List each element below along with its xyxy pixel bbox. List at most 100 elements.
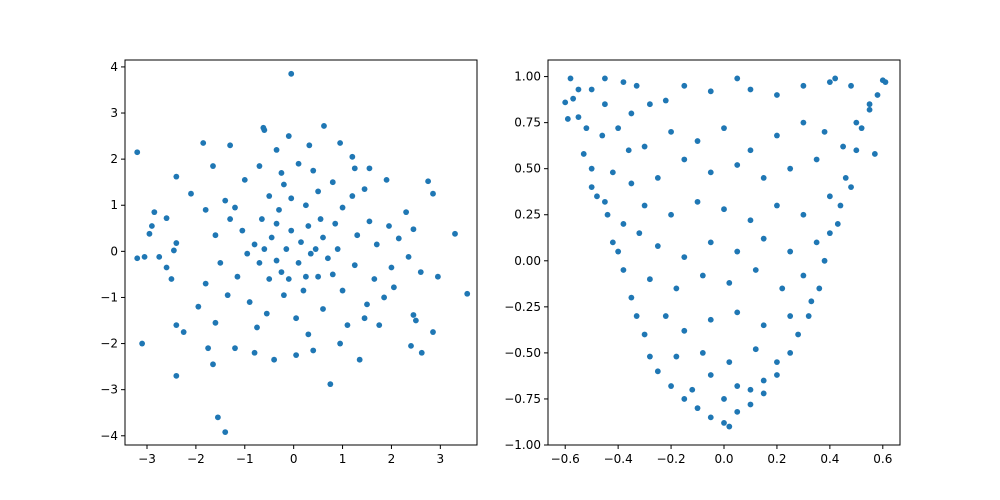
y-tick-label: 0.50 <box>514 162 541 176</box>
data-point <box>278 269 285 275</box>
data-point <box>816 285 823 292</box>
data-point <box>787 248 794 255</box>
data-point <box>734 162 741 168</box>
data-point <box>234 273 241 280</box>
data-point <box>779 285 786 292</box>
data-point <box>699 349 706 356</box>
data-point <box>366 218 373 225</box>
data-point <box>734 75 741 82</box>
y-tick-label: −1 <box>100 290 118 304</box>
data-point <box>747 147 754 154</box>
data-point <box>258 216 265 222</box>
data-point <box>134 255 141 262</box>
data-point <box>848 82 854 89</box>
data-point <box>295 259 302 266</box>
data-point <box>562 99 569 106</box>
data-point <box>615 248 622 255</box>
data-point <box>217 259 224 266</box>
data-point <box>721 125 727 132</box>
data-point <box>139 340 146 347</box>
data-point <box>774 132 780 139</box>
data-point <box>241 176 248 183</box>
data-point <box>752 267 759 273</box>
data-point <box>826 230 833 237</box>
data-point <box>760 390 767 397</box>
data-point <box>628 294 635 301</box>
data-point <box>200 140 207 146</box>
data-point <box>747 217 754 224</box>
y-tick-label: 3 <box>110 106 118 120</box>
data-point <box>668 383 674 389</box>
data-point <box>306 142 313 149</box>
data-point <box>273 220 280 227</box>
data-point <box>848 184 854 191</box>
x-tick-label: −2 <box>187 452 205 466</box>
data-point <box>251 241 258 248</box>
data-point <box>464 290 471 297</box>
data-point <box>366 165 373 172</box>
x-tick-label: −0.2 <box>656 452 685 466</box>
data-point <box>760 377 767 384</box>
data-point <box>694 138 701 144</box>
data-point <box>821 128 828 135</box>
data-point <box>620 221 627 227</box>
data-point <box>726 279 733 286</box>
y-tick-label: 1.00 <box>514 70 541 84</box>
data-point <box>212 232 219 239</box>
data-point <box>668 211 674 218</box>
data-point <box>853 147 860 154</box>
data-point <box>734 408 741 415</box>
data-point <box>351 262 358 269</box>
data-point <box>662 97 669 104</box>
data-point <box>694 405 701 412</box>
data-point <box>310 347 317 354</box>
data-point <box>361 315 368 322</box>
data-point <box>163 264 170 271</box>
data-point <box>707 169 714 176</box>
data-point <box>205 345 212 352</box>
data-point <box>170 247 177 254</box>
y-tick-label: −2 <box>100 337 118 351</box>
data-point <box>752 346 759 353</box>
data-point <box>726 359 733 366</box>
data-point <box>570 95 577 102</box>
data-point <box>307 250 314 257</box>
data-point <box>251 349 258 356</box>
data-point <box>354 232 361 239</box>
data-point <box>641 202 648 209</box>
data-point <box>425 178 432 185</box>
data-point <box>633 82 640 89</box>
data-point <box>376 322 383 329</box>
data-point <box>787 349 794 356</box>
data-point <box>151 209 158 216</box>
data-point <box>312 246 319 252</box>
data-point <box>654 368 661 375</box>
data-point <box>305 223 312 229</box>
data-point <box>337 140 344 146</box>
data-point <box>168 276 175 282</box>
data-point <box>410 226 417 233</box>
data-point <box>599 132 606 139</box>
data-point <box>300 287 307 294</box>
data-point <box>320 234 326 241</box>
data-point <box>628 180 635 187</box>
data-point <box>285 133 292 139</box>
data-point <box>633 313 640 319</box>
data-point <box>734 309 741 316</box>
data-point <box>266 193 273 199</box>
data-point <box>800 272 807 279</box>
data-point <box>866 106 873 113</box>
data-point <box>699 272 706 279</box>
x-tick-label: −3 <box>138 452 156 466</box>
data-point <box>280 292 287 299</box>
data-point <box>609 169 616 176</box>
data-point <box>173 372 180 379</box>
data-point <box>320 306 326 312</box>
data-point <box>263 310 270 317</box>
data-point <box>681 82 688 89</box>
data-point <box>694 198 701 205</box>
data-point <box>430 329 436 335</box>
data-point <box>430 190 436 197</box>
data-point <box>418 349 425 356</box>
